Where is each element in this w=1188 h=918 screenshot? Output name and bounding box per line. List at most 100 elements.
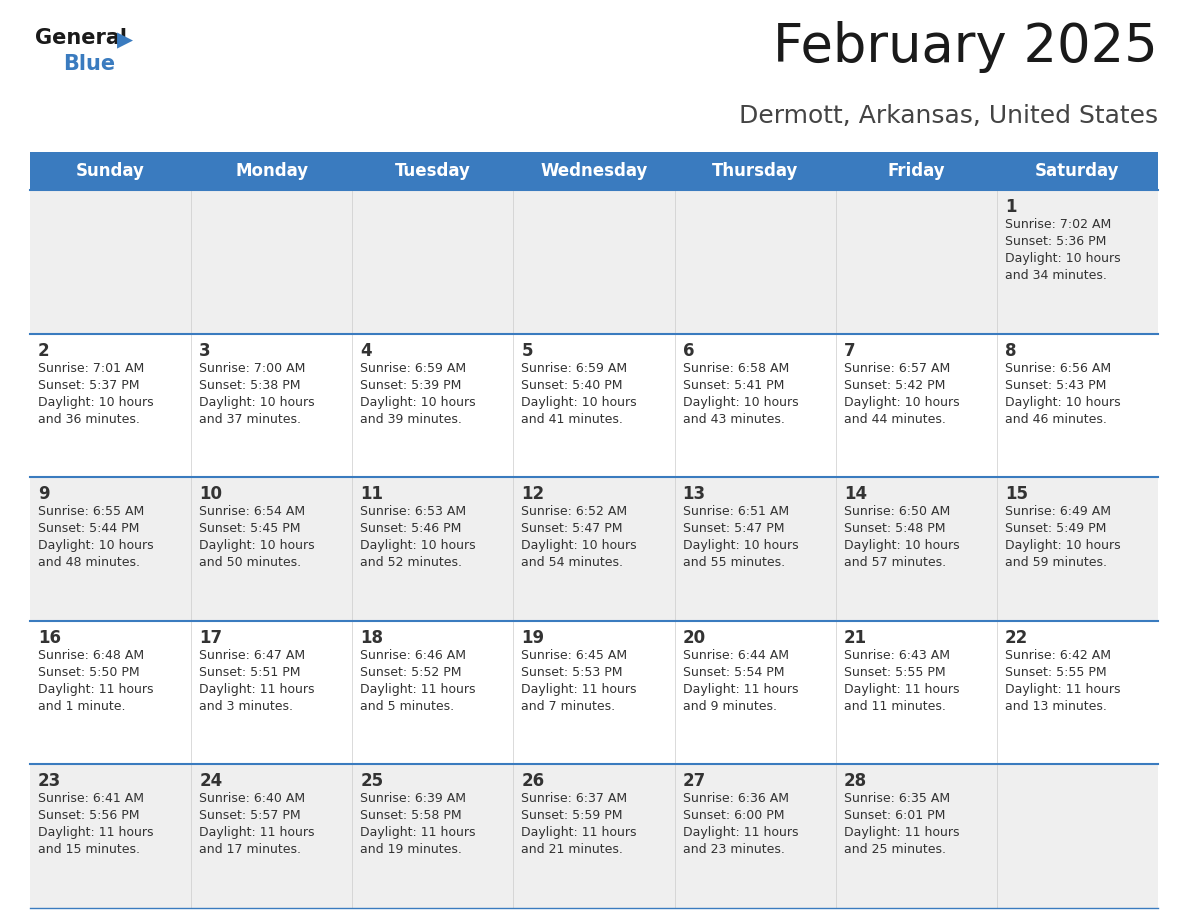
Text: Sunrise: 6:59 AM: Sunrise: 6:59 AM <box>522 362 627 375</box>
Text: Sunset: 6:01 PM: Sunset: 6:01 PM <box>843 810 946 823</box>
Text: Sunset: 5:37 PM: Sunset: 5:37 PM <box>38 378 139 392</box>
Text: and 3 minutes.: and 3 minutes. <box>200 700 293 712</box>
Text: and 36 minutes.: and 36 minutes. <box>38 412 140 426</box>
Bar <box>30 190 1158 333</box>
Text: Daylight: 10 hours: Daylight: 10 hours <box>200 539 315 553</box>
Text: Sunset: 5:36 PM: Sunset: 5:36 PM <box>1005 235 1106 248</box>
Bar <box>30 333 1158 477</box>
Text: Sunday: Sunday <box>76 162 145 180</box>
Text: Sunset: 5:47 PM: Sunset: 5:47 PM <box>683 522 784 535</box>
Text: Sunset: 5:46 PM: Sunset: 5:46 PM <box>360 522 462 535</box>
Text: Sunrise: 6:46 AM: Sunrise: 6:46 AM <box>360 649 466 662</box>
Text: ▶: ▶ <box>116 30 133 50</box>
Text: Sunrise: 6:41 AM: Sunrise: 6:41 AM <box>38 792 144 805</box>
Text: and 21 minutes.: and 21 minutes. <box>522 844 624 856</box>
Text: Sunrise: 7:00 AM: Sunrise: 7:00 AM <box>200 362 305 375</box>
Text: and 25 minutes.: and 25 minutes. <box>843 844 946 856</box>
Text: 2: 2 <box>38 341 50 360</box>
Text: and 23 minutes.: and 23 minutes. <box>683 844 784 856</box>
Text: Dermott, Arkansas, United States: Dermott, Arkansas, United States <box>739 104 1158 128</box>
Text: 10: 10 <box>200 486 222 503</box>
Text: Friday: Friday <box>887 162 946 180</box>
Text: Daylight: 11 hours: Daylight: 11 hours <box>522 683 637 696</box>
Text: Sunset: 5:55 PM: Sunset: 5:55 PM <box>1005 666 1106 678</box>
Text: Daylight: 10 hours: Daylight: 10 hours <box>1005 252 1120 265</box>
Text: 28: 28 <box>843 772 867 790</box>
Text: Sunrise: 6:49 AM: Sunrise: 6:49 AM <box>1005 505 1111 518</box>
Text: Daylight: 11 hours: Daylight: 11 hours <box>843 826 959 839</box>
Text: Daylight: 11 hours: Daylight: 11 hours <box>683 683 798 696</box>
Text: 27: 27 <box>683 772 706 790</box>
Text: and 50 minutes.: and 50 minutes. <box>200 556 302 569</box>
Text: 25: 25 <box>360 772 384 790</box>
Bar <box>30 152 1158 190</box>
Text: 18: 18 <box>360 629 384 647</box>
Text: and 44 minutes.: and 44 minutes. <box>843 412 946 426</box>
Text: Daylight: 11 hours: Daylight: 11 hours <box>38 683 153 696</box>
Text: Sunrise: 6:57 AM: Sunrise: 6:57 AM <box>843 362 950 375</box>
Text: Sunset: 5:53 PM: Sunset: 5:53 PM <box>522 666 623 678</box>
Text: and 54 minutes.: and 54 minutes. <box>522 556 624 569</box>
Text: and 1 minute.: and 1 minute. <box>38 700 126 712</box>
Text: Tuesday: Tuesday <box>394 162 470 180</box>
Text: Sunset: 6:00 PM: Sunset: 6:00 PM <box>683 810 784 823</box>
Text: 20: 20 <box>683 629 706 647</box>
Text: and 39 minutes.: and 39 minutes. <box>360 412 462 426</box>
Text: 12: 12 <box>522 486 544 503</box>
Text: Sunrise: 7:02 AM: Sunrise: 7:02 AM <box>1005 218 1111 231</box>
Text: Sunset: 5:54 PM: Sunset: 5:54 PM <box>683 666 784 678</box>
Text: 13: 13 <box>683 486 706 503</box>
Text: 6: 6 <box>683 341 694 360</box>
Text: Daylight: 10 hours: Daylight: 10 hours <box>1005 396 1120 409</box>
Text: Daylight: 10 hours: Daylight: 10 hours <box>843 539 960 553</box>
Text: and 59 minutes.: and 59 minutes. <box>1005 556 1107 569</box>
Text: 21: 21 <box>843 629 867 647</box>
Text: Sunset: 5:48 PM: Sunset: 5:48 PM <box>843 522 946 535</box>
Text: Sunrise: 6:54 AM: Sunrise: 6:54 AM <box>200 505 305 518</box>
Text: and 43 minutes.: and 43 minutes. <box>683 412 784 426</box>
Text: 22: 22 <box>1005 629 1028 647</box>
Bar <box>30 477 1158 621</box>
Text: and 48 minutes.: and 48 minutes. <box>38 556 140 569</box>
Text: 24: 24 <box>200 772 222 790</box>
Text: Daylight: 10 hours: Daylight: 10 hours <box>360 396 476 409</box>
Text: Daylight: 11 hours: Daylight: 11 hours <box>843 683 959 696</box>
Text: 8: 8 <box>1005 341 1017 360</box>
Text: Daylight: 11 hours: Daylight: 11 hours <box>200 683 315 696</box>
Text: Daylight: 11 hours: Daylight: 11 hours <box>360 826 475 839</box>
Text: Sunset: 5:42 PM: Sunset: 5:42 PM <box>843 378 946 392</box>
Text: Sunrise: 7:01 AM: Sunrise: 7:01 AM <box>38 362 144 375</box>
Text: Blue: Blue <box>63 54 115 74</box>
Text: 9: 9 <box>38 486 50 503</box>
Text: and 34 minutes.: and 34 minutes. <box>1005 269 1107 282</box>
Text: and 9 minutes.: and 9 minutes. <box>683 700 777 712</box>
Text: Monday: Monday <box>235 162 308 180</box>
Text: February 2025: February 2025 <box>773 21 1158 73</box>
Text: Sunrise: 6:58 AM: Sunrise: 6:58 AM <box>683 362 789 375</box>
Text: Sunrise: 6:52 AM: Sunrise: 6:52 AM <box>522 505 627 518</box>
Text: 1: 1 <box>1005 198 1017 216</box>
Text: General: General <box>34 28 127 48</box>
Text: Sunset: 5:49 PM: Sunset: 5:49 PM <box>1005 522 1106 535</box>
Text: Daylight: 10 hours: Daylight: 10 hours <box>843 396 960 409</box>
Text: Sunset: 5:59 PM: Sunset: 5:59 PM <box>522 810 623 823</box>
Text: Sunset: 5:44 PM: Sunset: 5:44 PM <box>38 522 139 535</box>
Text: Sunset: 5:47 PM: Sunset: 5:47 PM <box>522 522 623 535</box>
Text: Daylight: 11 hours: Daylight: 11 hours <box>200 826 315 839</box>
Text: Sunrise: 6:40 AM: Sunrise: 6:40 AM <box>200 792 305 805</box>
Text: Sunrise: 6:39 AM: Sunrise: 6:39 AM <box>360 792 466 805</box>
Text: Sunrise: 6:53 AM: Sunrise: 6:53 AM <box>360 505 467 518</box>
Text: Sunrise: 6:35 AM: Sunrise: 6:35 AM <box>843 792 950 805</box>
Bar <box>30 765 1158 908</box>
Text: Daylight: 10 hours: Daylight: 10 hours <box>683 396 798 409</box>
Text: and 46 minutes.: and 46 minutes. <box>1005 412 1107 426</box>
Text: 17: 17 <box>200 629 222 647</box>
Text: Daylight: 10 hours: Daylight: 10 hours <box>38 396 153 409</box>
Text: 11: 11 <box>360 486 384 503</box>
Text: Sunset: 5:40 PM: Sunset: 5:40 PM <box>522 378 623 392</box>
Text: Sunrise: 6:50 AM: Sunrise: 6:50 AM <box>843 505 950 518</box>
Text: Daylight: 10 hours: Daylight: 10 hours <box>522 396 637 409</box>
Text: Sunset: 5:41 PM: Sunset: 5:41 PM <box>683 378 784 392</box>
Text: Sunset: 5:55 PM: Sunset: 5:55 PM <box>843 666 946 678</box>
Text: and 7 minutes.: and 7 minutes. <box>522 700 615 712</box>
